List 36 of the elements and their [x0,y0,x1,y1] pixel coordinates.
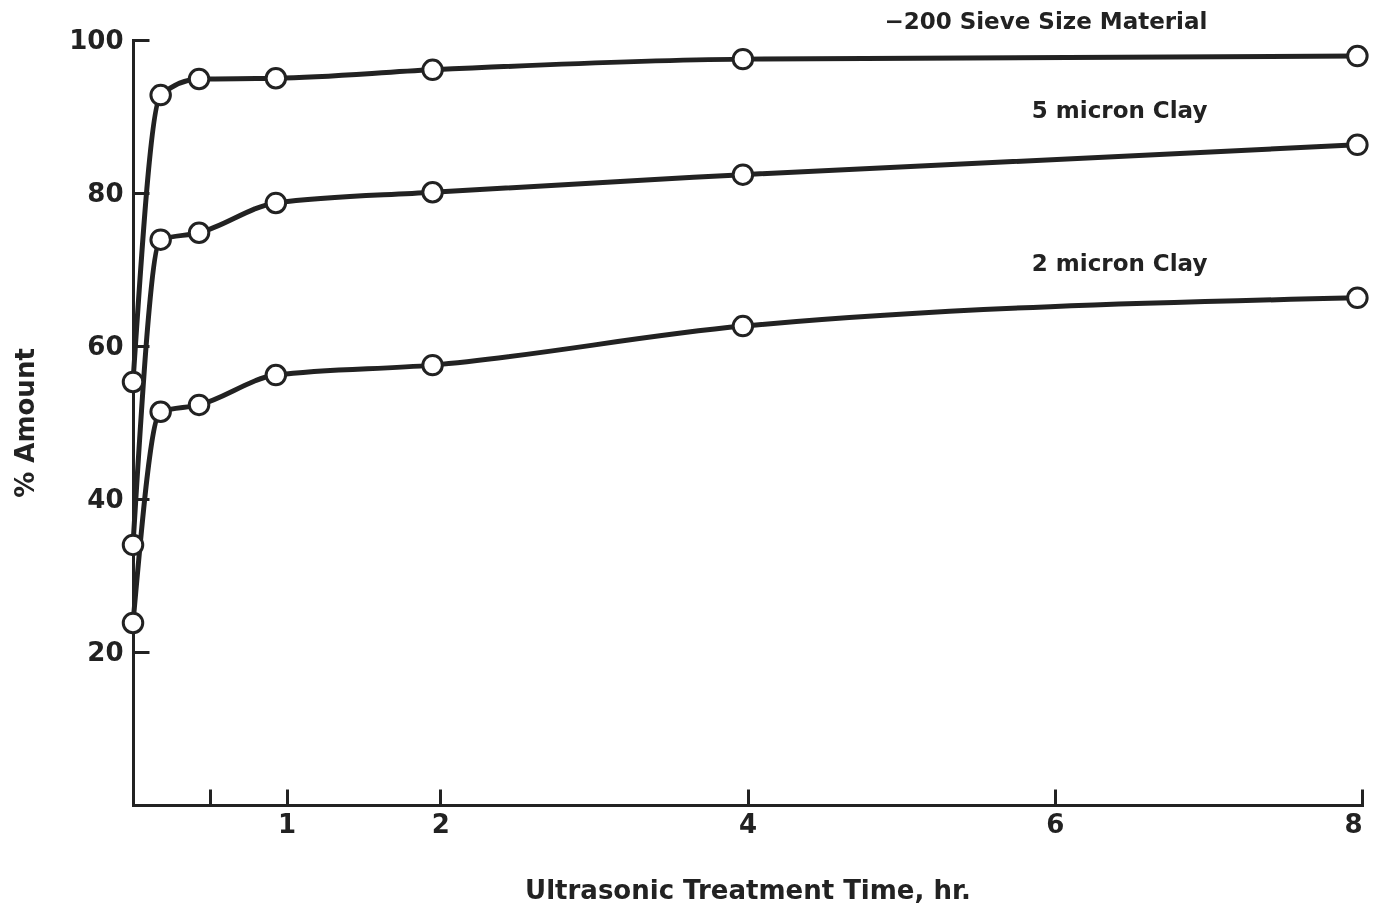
point [187,67,211,91]
point [1346,44,1369,68]
x-tick-label: 8 [1344,808,1363,839]
y-tick-label: 60 [87,330,124,361]
point [1346,133,1369,157]
series-label: −200 Sieve Size Material [884,8,1208,35]
y-tick-label: 100 [69,24,124,55]
y-tick-label: 80 [87,177,124,208]
point [264,67,288,90]
point [149,83,172,107]
x-tick-label: 2 [431,808,450,839]
series-label: 2 micron Clay [1031,249,1208,276]
series-label: 5 micron Clay [1031,96,1208,123]
point [421,58,444,82]
y-tick-label: 40 [87,483,124,514]
point [264,191,288,215]
x-tick-label: 6 [1046,808,1065,839]
x-tick-label: 1 [278,808,297,839]
point [121,533,145,557]
point [1346,286,1369,310]
point [731,47,755,71]
point [149,228,172,251]
y-tick-label: 20 [87,636,124,667]
point [421,353,444,377]
point [731,163,755,186]
point [187,393,211,417]
y-axis-title: % Amount [10,348,41,498]
x-tick-label: 4 [738,808,758,839]
point [121,611,145,635]
point [264,363,288,387]
point [121,370,145,394]
point [421,181,444,204]
point [149,400,172,424]
point [187,221,211,245]
x-axis-title: Ultrasonic Treatment Time, hr. [525,874,971,905]
point [731,314,755,338]
